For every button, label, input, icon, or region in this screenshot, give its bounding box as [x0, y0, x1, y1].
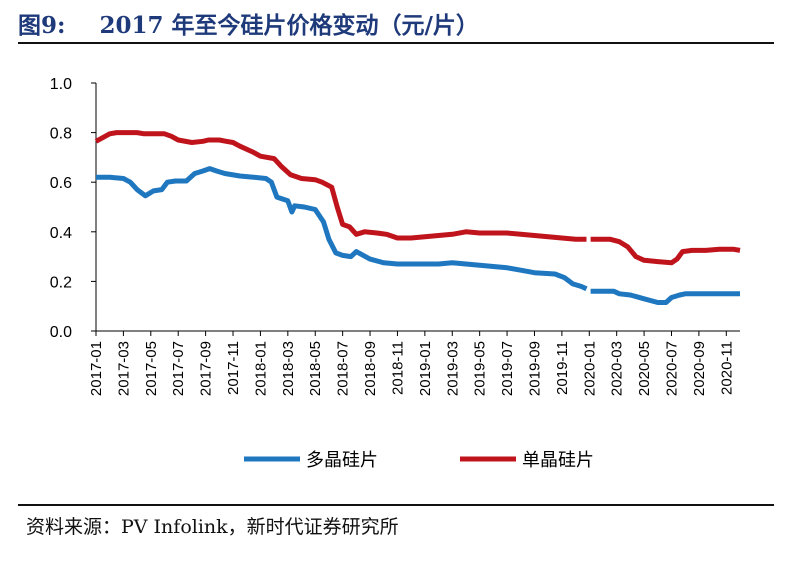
x-tick-label: 2018-05 — [307, 341, 324, 396]
x-tick-label: 2017-05 — [143, 341, 160, 396]
series-layer — [94, 130, 741, 305]
x-tick-label: 2020-05 — [636, 341, 653, 396]
y-tick-label: 0.6 — [50, 175, 72, 192]
y-tick-label: 1.0 — [50, 76, 72, 93]
x-tick-label: 2017-07 — [170, 341, 187, 396]
series-segment — [590, 236, 741, 266]
x-tick-label: 2019-09 — [526, 341, 543, 396]
x-tick-label: 2018-11 — [389, 341, 406, 395]
source-rule — [18, 504, 774, 506]
figure-title: 图9: 2017 年至今硅片价格变动（元/片） — [18, 6, 479, 40]
x-tick-label: 2020-03 — [609, 341, 626, 396]
x-tick-label: 2020-01 — [581, 341, 598, 396]
legend-label: 单晶硅片 — [522, 450, 594, 471]
x-tick-label: 2018-09 — [362, 341, 379, 396]
y-axis: 1.0 0.8 0.6 0.4 0.2 0.0 — [50, 76, 97, 341]
x-tick-label: 2018-01 — [252, 341, 269, 396]
x-tick-label: 2019-07 — [499, 341, 516, 396]
x-tick-label: 2019-05 — [472, 341, 489, 396]
figure-number: 图9: — [18, 12, 66, 39]
series-segment — [94, 130, 587, 242]
y-tick-label: 0.0 — [50, 324, 72, 341]
line-chart: 1.0 0.8 0.6 0.4 0.2 0.0 2017-01 2017-03 2017-05… — [50, 76, 741, 471]
series-segment — [590, 288, 740, 305]
y-tick-label: 0.2 — [50, 274, 72, 291]
x-axis: 2017-01 2017-03 2017-05 2017-07 2017-09 2017-… — [88, 330, 740, 396]
legend: 多晶硅片 单晶硅片 — [244, 450, 594, 471]
x-tick-label: 2017-01 — [88, 341, 105, 396]
series-line-1 — [94, 130, 741, 266]
figure-title-text: 2017 年至今硅片价格变动（元/片） — [99, 12, 479, 39]
x-tick-label: 2019-01 — [417, 341, 434, 396]
series-line-0 — [96, 166, 740, 305]
x-tick-label: 2020-09 — [691, 341, 708, 396]
title-rule — [18, 42, 774, 44]
series-segment — [96, 166, 588, 292]
x-tick-label: 2020-11 — [718, 341, 735, 395]
x-tick-label: 2017-03 — [115, 341, 132, 396]
x-tick-label: 2017-09 — [198, 341, 215, 396]
x-tick-label: 2020-07 — [663, 341, 680, 396]
x-tick-label: 2019-11 — [554, 341, 571, 395]
x-tick-label: 2018-03 — [280, 341, 297, 396]
x-tick-label: 2019-03 — [444, 341, 461, 396]
y-tick-label: 0.8 — [50, 126, 72, 143]
x-tick-label: 2017-11 — [225, 341, 242, 395]
legend-label: 多晶硅片 — [306, 450, 378, 471]
x-tick-label: 2018-07 — [335, 341, 352, 396]
source-note: 资料来源：PV Infolink，新时代证券研究所 — [26, 516, 399, 538]
y-tick-label: 0.4 — [50, 225, 72, 242]
